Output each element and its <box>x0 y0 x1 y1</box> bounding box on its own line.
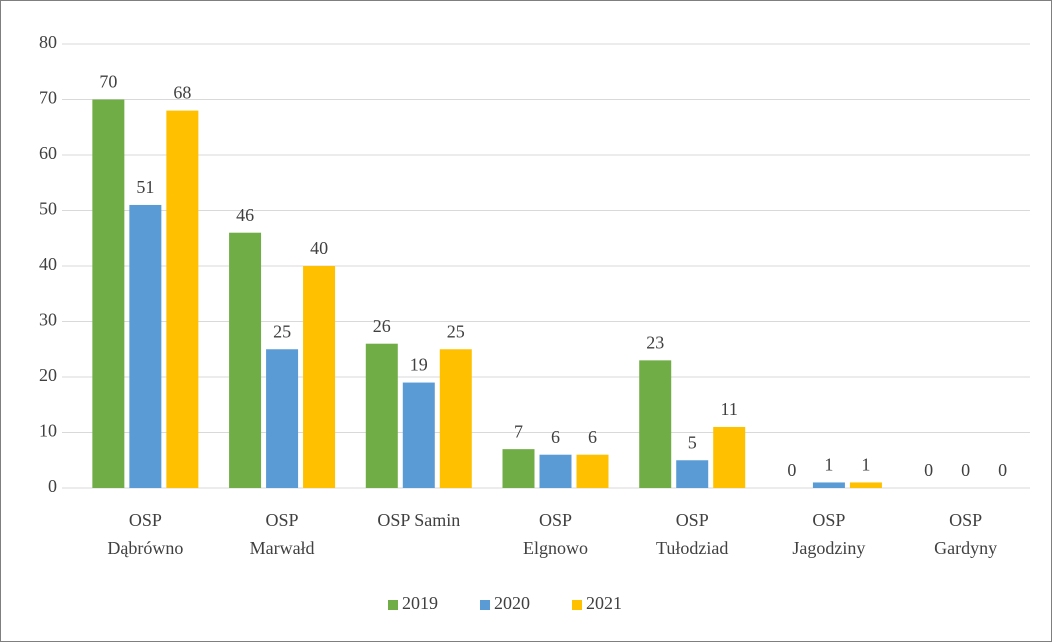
bar <box>812 482 845 488</box>
bar <box>713 426 746 488</box>
bar <box>266 349 299 488</box>
bar <box>849 482 882 488</box>
y-tick-label: 60 <box>39 143 57 163</box>
data-label: 25 <box>447 321 465 341</box>
data-label: 46 <box>236 205 254 225</box>
data-label: 70 <box>99 72 117 92</box>
data-label: 40 <box>310 238 328 258</box>
x-tick-label: OSP Jagodziny <box>792 510 865 558</box>
legend-swatch <box>480 600 490 610</box>
bar <box>639 360 672 488</box>
legend-label: 2020 <box>494 593 530 613</box>
bar <box>676 460 709 488</box>
bar <box>402 382 435 488</box>
x-tick-label: OSP Elgnowo <box>523 510 588 558</box>
data-label: 0 <box>924 460 933 480</box>
y-tick-label: 0 <box>48 476 57 496</box>
y-tick-label: 10 <box>39 421 57 441</box>
x-tick-label: OSP Gardyny <box>934 510 997 558</box>
x-tick-label: OSP Tułodziad <box>656 510 728 558</box>
data-label: 0 <box>998 460 1007 480</box>
data-label: 5 <box>688 432 697 452</box>
y-tick-label: 40 <box>39 254 57 274</box>
bar <box>365 343 398 488</box>
data-label: 19 <box>410 355 428 375</box>
data-label: 68 <box>173 83 191 103</box>
legend-label: 2021 <box>586 593 622 613</box>
data-label: 11 <box>721 399 738 419</box>
x-tick-label: OSP Marwałd <box>250 510 315 558</box>
data-label: 1 <box>824 455 833 475</box>
bar <box>439 349 472 488</box>
bar <box>502 449 535 488</box>
bar <box>539 454 572 488</box>
data-label: 51 <box>136 177 154 197</box>
bar <box>303 266 336 488</box>
data-label: 23 <box>646 332 664 352</box>
y-tick-label: 30 <box>39 310 57 330</box>
bar <box>166 110 199 488</box>
x-tick-label: OSP Dąbrówno <box>107 510 183 558</box>
legend-swatch <box>388 600 398 610</box>
data-label: 0 <box>961 460 970 480</box>
bar <box>229 232 262 488</box>
data-label: 0 <box>787 460 796 480</box>
y-tick-label: 80 <box>39 32 57 52</box>
x-tick-label: OSP Samin <box>377 510 460 530</box>
data-label: 6 <box>551 427 560 447</box>
bar <box>129 204 162 488</box>
legend-label: 2019 <box>402 593 438 613</box>
bar <box>92 99 125 488</box>
bar <box>576 454 609 488</box>
data-label: 7 <box>514 421 523 441</box>
data-label: 1 <box>861 455 870 475</box>
data-label: 25 <box>273 321 291 341</box>
y-tick-label: 20 <box>39 365 57 385</box>
data-label: 6 <box>588 427 597 447</box>
y-tick-label: 50 <box>39 199 57 219</box>
legend-swatch <box>572 600 582 610</box>
y-tick-label: 70 <box>39 88 57 108</box>
data-label: 26 <box>373 316 391 336</box>
